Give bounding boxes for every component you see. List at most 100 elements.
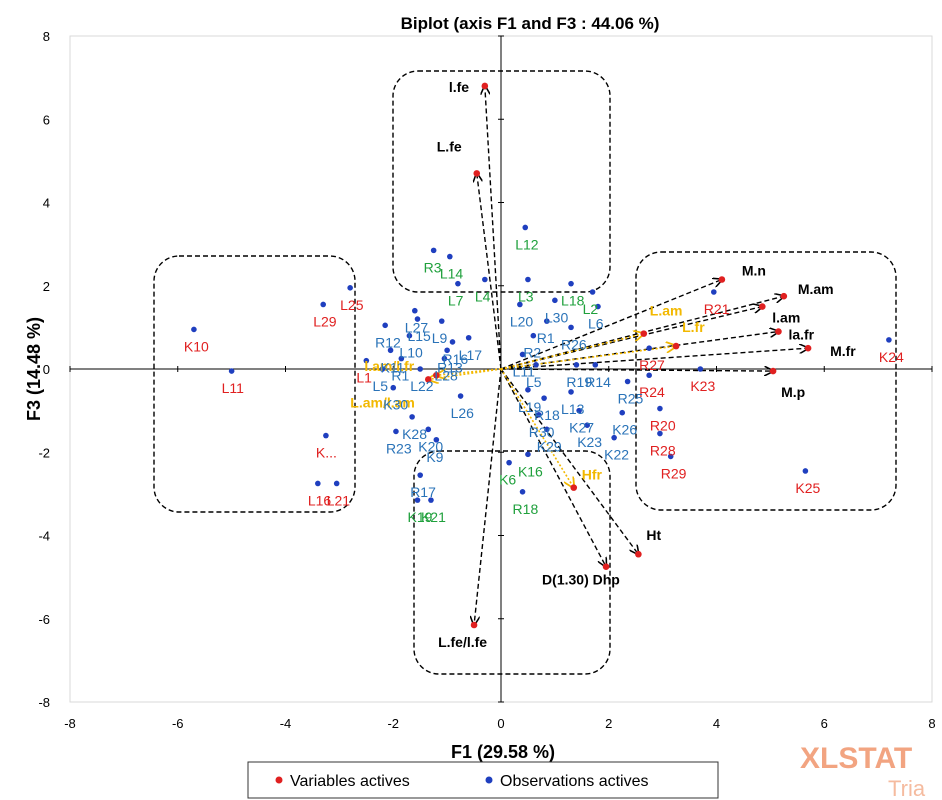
observation-label: K19 [407,509,432,525]
observation-point [802,468,809,474]
observation-label: K24 [879,349,904,365]
observation-label: K10 [184,338,209,354]
observation-point [412,307,418,314]
observation-point [519,351,526,358]
data-points [191,82,892,629]
x-tick-label: 8 [928,716,935,731]
variable-arrow [477,173,502,370]
observation-point [543,318,550,324]
y-axis-title: F3 (14.48 %) [24,317,44,421]
observation-point [517,301,523,308]
observation-label: R18 [534,407,560,423]
variable-arrow [500,334,644,370]
observation-point [573,362,580,368]
observation-label: R18 [513,501,539,517]
observation-point [541,395,547,401]
x-tick-label: 4 [713,716,720,731]
observation-point [417,472,423,478]
observation-point [425,426,432,433]
y-tick-label: -6 [38,612,50,627]
x-tick-label: -6 [172,716,184,731]
x-axis-title: F1 (29.58 %) [451,742,555,762]
observation-point [228,368,235,374]
observation-point [409,414,415,420]
observation-point [438,318,445,324]
observation-point [667,453,674,460]
observation-point [624,378,631,385]
observation-point [465,334,472,341]
y-tick-label: -4 [38,529,50,544]
observation-point [387,347,394,354]
legend-marker-observations [485,776,493,784]
variable-label: l.fe [449,79,469,95]
observation-point [535,411,542,418]
variable-point [672,342,680,350]
observation-point [444,347,450,354]
x-tick-label: -2 [387,716,399,731]
variable-arrow [500,369,773,371]
observation-point [428,497,434,503]
variable-point [758,303,766,310]
watermark-line2: Tria [888,776,926,800]
variable-point [635,550,642,558]
observation-label: R20 [650,418,676,434]
observation-label: K20 [418,438,443,454]
variable-arrow [485,86,502,370]
observation-label: L9 [432,330,448,346]
observation-label: L14 [440,266,464,282]
observation-label: L13 [561,401,585,417]
variable-arrow [500,332,778,370]
observation-label: R1 [537,330,555,346]
observation-point [552,297,558,304]
y-tick-label: 8 [43,29,50,44]
y-tick-label: 2 [43,279,50,294]
observation-point [323,432,329,439]
variable-arrow [500,348,808,370]
observation-point [390,384,397,391]
variable-label: M.am [798,281,834,297]
observation-point [589,289,596,295]
observation-point [595,303,601,310]
variable-label: M.fr [830,343,856,359]
observation-label: L21 [327,492,351,508]
observation-label: R3 [424,259,442,275]
observation-label: K11 [381,359,405,375]
variable-label: l.am/l.fr [364,358,414,374]
cluster-box-right [635,251,897,511]
observation-label: K30 [383,397,408,413]
observation-point [379,366,386,372]
variable-arrow [500,368,606,567]
observation-point [568,389,574,395]
variable-arrow [500,368,574,488]
observation-point [363,357,370,364]
observation-label: K9 [426,449,443,465]
variable-point [473,170,481,177]
observation-point [522,224,529,231]
observation-label: L28 [434,368,458,384]
observation-label: R23 [386,440,412,456]
variable-label: L.fr [682,319,705,335]
observation-label: R28 [650,443,676,459]
point-labels: l.fe L.fe L.fe/l.fe D(1.30) Dhp Ht M.n M.am l.a… [184,79,904,650]
observation-point [619,409,626,416]
observation-label: L12 [515,236,539,252]
variable-arrow [436,368,502,375]
variable-label: L.fe/l.fe [438,634,487,650]
observation-label: K... [316,445,337,461]
variable-label: L.am [650,303,683,319]
observation-point [592,362,599,368]
observation-label: K6 [499,472,516,488]
observation-label: R27 [639,357,665,373]
observation-point [482,276,488,283]
observation-label: L5 [526,374,542,390]
observation-point [393,428,399,435]
chart-title: Biplot (axis F1 and F3 : 44.06 %) [401,14,660,33]
observation-point [576,407,582,414]
observation-label: L4 [475,289,491,305]
watermark-line1: XLSTAT [800,742,912,775]
observation-label: L3 [518,289,534,305]
variable-point [769,367,777,375]
observation-point [433,436,440,443]
legend-marker-variables [275,776,283,784]
